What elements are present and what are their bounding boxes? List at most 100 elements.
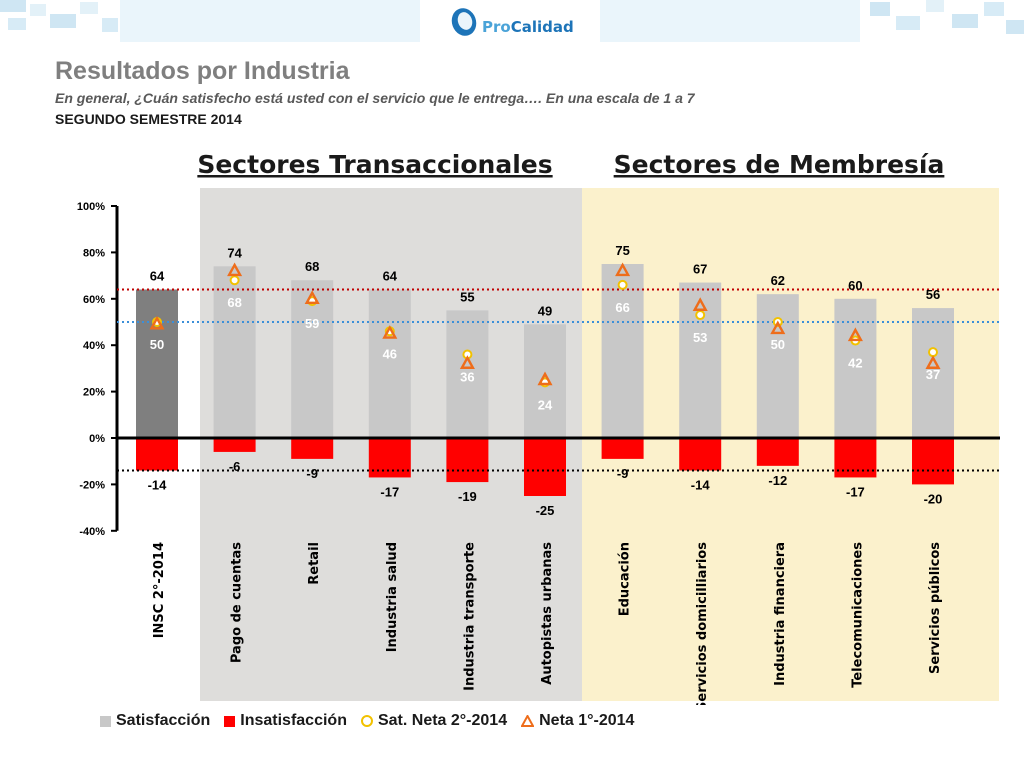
insatisfaction-value-label: -17 [380, 484, 399, 499]
net-first-semester-marker [692, 297, 708, 311]
insatisfaction-bar [756, 438, 799, 466]
category-label: Autopistas urbanas [540, 542, 555, 685]
y-tick-label: -40% [79, 526, 105, 538]
net-satisfaction-marker [617, 279, 628, 290]
net-first-semester-marker [537, 371, 553, 386]
insatisfaction-bar [213, 438, 256, 452]
logo-text-calidad: Calidad [510, 18, 574, 36]
y-tick-label: 80% [83, 247, 105, 259]
insatisfaction-bar [136, 438, 178, 471]
net-first-semester-marker [925, 355, 941, 369]
insatisfaction-value-label: -19 [458, 489, 477, 504]
insatisfaction-bar [834, 438, 877, 478]
insatisfaction-value-label: -6 [229, 459, 241, 474]
category-label: Telecomunicaciones [850, 542, 865, 688]
y-tick-label: 100% [77, 201, 105, 213]
insatisfaction-bar [291, 438, 334, 459]
net-value-label: 36 [460, 369, 474, 384]
net-value-label: 66 [615, 300, 629, 315]
legend-satisfaccion: Satisfacción [100, 712, 210, 730]
legend-circle-icon [360, 715, 373, 727]
banner-pattern [0, 0, 1024, 42]
satisfaction-bar [136, 289, 178, 438]
category-label: Retail [307, 542, 322, 585]
net-satisfaction-marker [928, 347, 938, 358]
satisfaction-value-label: 64 [383, 269, 398, 284]
satisfaction-value-label: 56 [926, 287, 940, 302]
group-label: Sectores Transaccionales [197, 150, 552, 179]
net-value-label: 53 [693, 330, 707, 345]
net-value-label: 50 [150, 337, 164, 352]
net-first-semester-marker [615, 262, 631, 277]
insatisfaction-bar [601, 438, 644, 459]
net-first-semester-marker [459, 355, 475, 369]
satisfaction-bar [601, 264, 644, 438]
legend-swatch-insatisfaccion [224, 715, 236, 727]
net-satisfaction-marker [695, 310, 706, 321]
net-first-semester-marker [304, 290, 320, 305]
category-label: Industria transporte [462, 542, 477, 691]
net-value-label: 37 [926, 367, 940, 382]
satisfaction-value-label: 67 [693, 262, 707, 277]
net-first-semester-marker [770, 320, 786, 335]
net-satisfaction-marker [229, 275, 240, 286]
satisfaction-bar [679, 282, 722, 438]
insatisfaction-value-label: -9 [306, 466, 318, 481]
legend-triangle-icon [521, 715, 535, 727]
net-value-label: 59 [305, 316, 319, 331]
satisfaction-bar [368, 289, 411, 438]
satisfaction-value-label: 49 [538, 303, 552, 318]
satisfaction-value-label: 64 [150, 269, 165, 284]
category-label: Servicios públicos [928, 542, 943, 674]
category-label: Servicios domicilliarios [695, 542, 710, 705]
satisfaction-value-label: 62 [771, 273, 785, 288]
satisfaction-value-label: 60 [848, 278, 862, 293]
y-tick-label: 60% [83, 294, 105, 306]
legend-swatch-satisfaccion [100, 715, 111, 727]
legend-label-neta-1: Neta 1°-2014 [539, 712, 635, 729]
category-label: Educación [618, 542, 633, 616]
net-first-semester-marker [227, 262, 243, 277]
insatisfaction-bar [912, 438, 954, 485]
period-label: SEGUNDO SEMESTRE 2014 [55, 111, 242, 127]
page-title: Resultados por Industria [55, 57, 350, 85]
satisfaction-bar [834, 298, 877, 438]
satisfaction-value-label: 55 [460, 289, 474, 304]
net-value-label: 50 [771, 337, 785, 352]
group-label: Sectores de Membresía [614, 150, 945, 179]
legend-label-insatisfaccion: Insatisfacción [240, 712, 347, 729]
top-banner: ProCalidad [0, 0, 1024, 42]
satisfaction-bar [756, 294, 799, 438]
insatisfaction-value-label: -25 [536, 503, 555, 518]
insatisfaction-bar [524, 438, 566, 496]
insatisfaction-bar [446, 438, 489, 483]
net-first-semester-marker [149, 315, 165, 330]
industry-results-chart: Sectores Transaccionales Sectores de Memb… [77, 150, 1000, 705]
satisfaction-value-label: 68 [305, 259, 319, 274]
satisfaction-value-label: 74 [227, 245, 242, 260]
net-value-label: 24 [538, 397, 553, 412]
net-value-label: 68 [227, 295, 241, 310]
category-label: Pago de cuentas [230, 542, 245, 663]
y-tick-label: 40% [83, 340, 105, 352]
logo-text-pro: Pro [482, 18, 511, 36]
question-subtitle: En general, ¿Cuán satisfecho está usted … [55, 90, 695, 106]
net-value-label: 42 [848, 356, 862, 371]
insatisfaction-value-label: -17 [846, 484, 865, 499]
logo-text: ProCalidad [482, 18, 574, 36]
legend-insatisfaccion: Insatisfacción [224, 712, 347, 730]
chart-legend: Satisfacción Insatisfacción Sat. Neta 2°… [100, 712, 634, 730]
y-tick-label: 0% [89, 433, 105, 445]
procalidad-logo [451, 8, 477, 36]
satisfaction-bar [446, 310, 489, 438]
category-label: Industria salud [385, 542, 400, 652]
net-first-semester-marker [382, 325, 398, 339]
insatisfaction-bar [679, 438, 722, 471]
legend-label-satisfaccion: Satisfacción [116, 712, 211, 729]
insatisfaction-value-label: -20 [924, 491, 943, 506]
insatisfaction-bar [368, 438, 411, 478]
legend-neta-1: Neta 1°-2014 [521, 712, 634, 730]
satisfaction-bar [291, 280, 334, 438]
insatisfaction-value-label: -14 [148, 477, 168, 492]
satisfaction-value-label: 75 [615, 243, 629, 258]
